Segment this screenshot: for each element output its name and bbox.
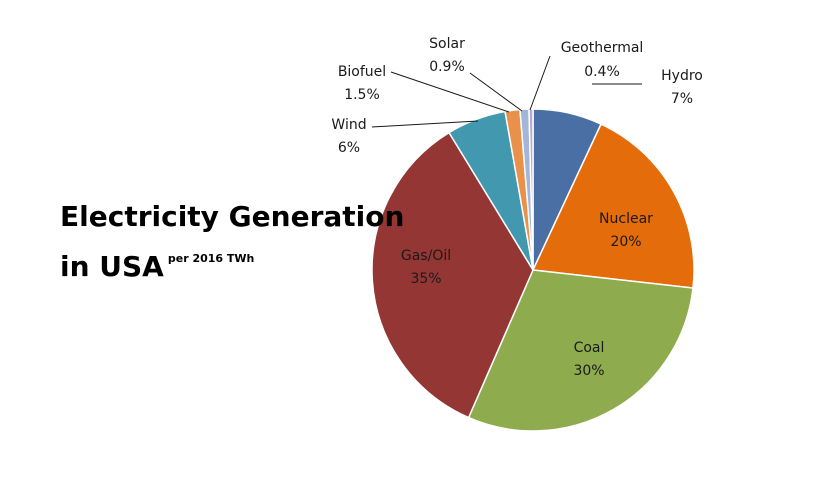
leader-line-solar: [469, 72, 523, 112]
slice-label-coal: Coal: [574, 340, 605, 356]
labels-layer: Hydro 7% Nuclear 20% Coal 30% Gas/Oil 35% Wind 6%…: [331, 36, 702, 379]
chart-title: Electricity Generation in USA per 2016 TW…: [60, 196, 404, 288]
pie-slice-coal: [467, 269, 694, 432]
slice-value-hydro: 7%: [671, 91, 693, 107]
slice-label-nuclear: Nuclear: [599, 211, 653, 227]
slice-label-geothermal: Geothermal: [561, 40, 644, 56]
leader-line-wind: [371, 120, 479, 128]
slice-value-nuclear: 20%: [610, 234, 641, 250]
slice-label-wind: Wind: [331, 117, 366, 133]
pie-slice-geothermal: [528, 108, 534, 271]
slice-label-solar: Solar: [429, 36, 465, 52]
slice-value-coal: 30%: [573, 363, 604, 379]
slice-label-gas-oil: Gas/Oil: [401, 248, 451, 264]
slice-value-biofuel: 1.5%: [344, 87, 380, 103]
slice-value-solar: 0.9%: [429, 59, 465, 75]
chart-subtitle: per 2016 TWh: [167, 252, 255, 265]
slice-label-biofuel: Biofuel: [338, 64, 386, 80]
leader-line-geothermal: [529, 55, 551, 111]
slices-layer: [371, 108, 695, 432]
slice-value-wind: 6%: [338, 140, 360, 156]
slice-label-hydro: Hydro: [661, 68, 703, 84]
slice-value-geothermal: 0.4%: [584, 64, 620, 80]
chart-title-line1: Electricity Generation: [60, 200, 405, 233]
slice-value-gas-oil: 35%: [410, 271, 441, 287]
pie-slice-nuclear: [531, 123, 695, 289]
leader-line-biofuel: [390, 71, 510, 113]
leaders-layer: [371, 55, 642, 128]
pie-slice-gas-oil: [371, 131, 534, 419]
chart-title-line2-text: in USA: [60, 250, 164, 283]
chart-title-line2: in USA per 2016 TWh: [60, 238, 404, 288]
